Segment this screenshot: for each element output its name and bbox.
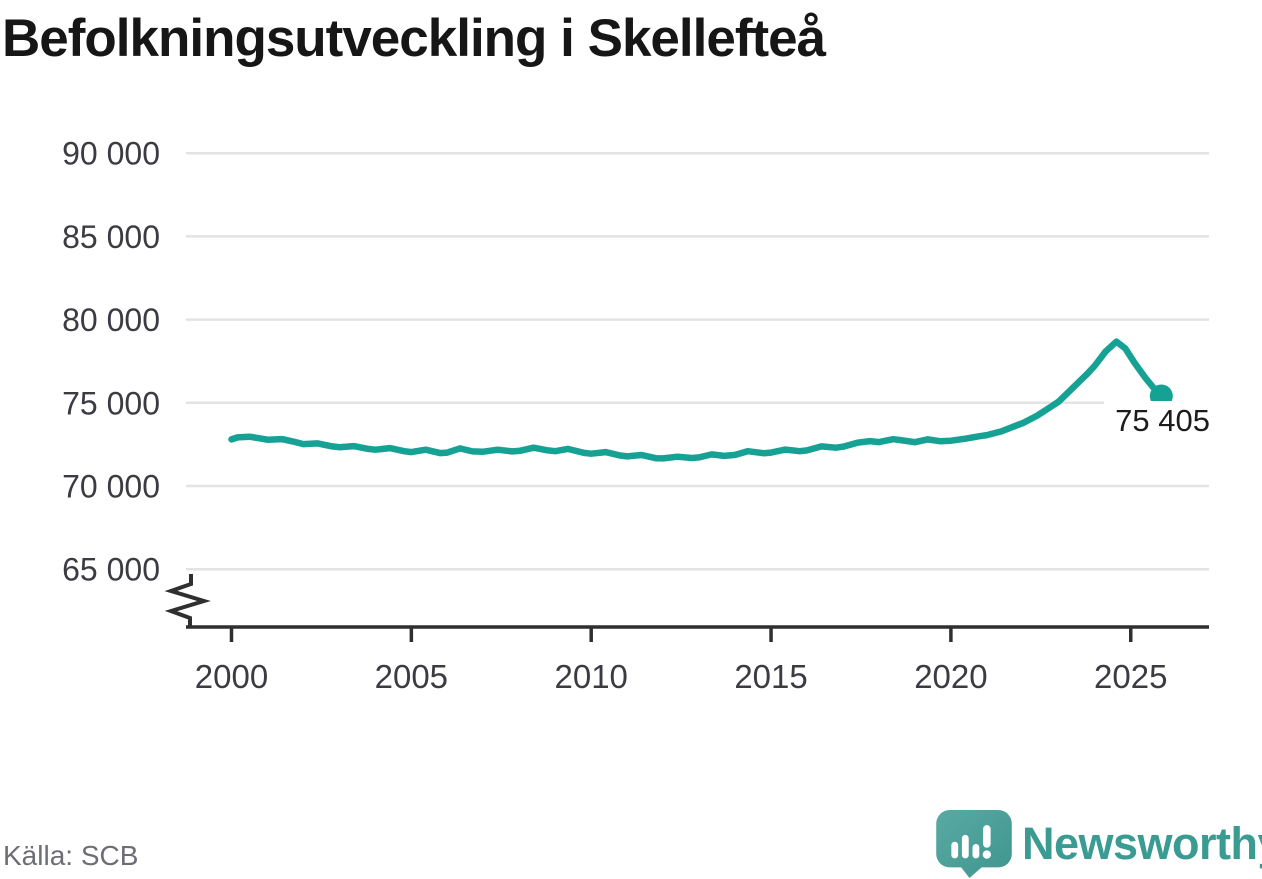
- y-tick-label: 65 000: [62, 552, 160, 588]
- chart-title: Befolkningsutveckling i Skellefteå: [2, 9, 826, 68]
- x-tick-label: 2000: [195, 658, 268, 695]
- newsworthy-logo: Newsworthy: [936, 810, 1262, 878]
- x-tick-label: 2005: [375, 658, 448, 695]
- latest-value-label-bg: [1104, 401, 1212, 438]
- source-note: Källa: SCB: [3, 840, 139, 871]
- x-tick-label: 2010: [554, 658, 627, 695]
- y-axis-break-icon: [164, 574, 211, 626]
- y-tick-label: 80 000: [62, 302, 160, 338]
- newsworthy-icon: [936, 810, 1012, 878]
- newsworthy-wordmark: Newsworthy: [1022, 818, 1262, 869]
- x-tick-label: 2020: [914, 658, 987, 695]
- x-tick-label: 2025: [1094, 658, 1167, 695]
- population-line: [228, 338, 1165, 462]
- y-tick-label: 90 000: [62, 136, 160, 172]
- x-tick-label: 2015: [734, 658, 807, 695]
- y-tick-label: 70 000: [62, 469, 160, 505]
- latest-value-label: 75 405: [1115, 403, 1210, 438]
- y-tick-label: 85 000: [62, 219, 160, 255]
- population-line-chart: 90 000 85 000 80 000 75 000 70 000 65 000 2000…: [62, 136, 1212, 695]
- y-tick-label: 75 000: [62, 385, 160, 421]
